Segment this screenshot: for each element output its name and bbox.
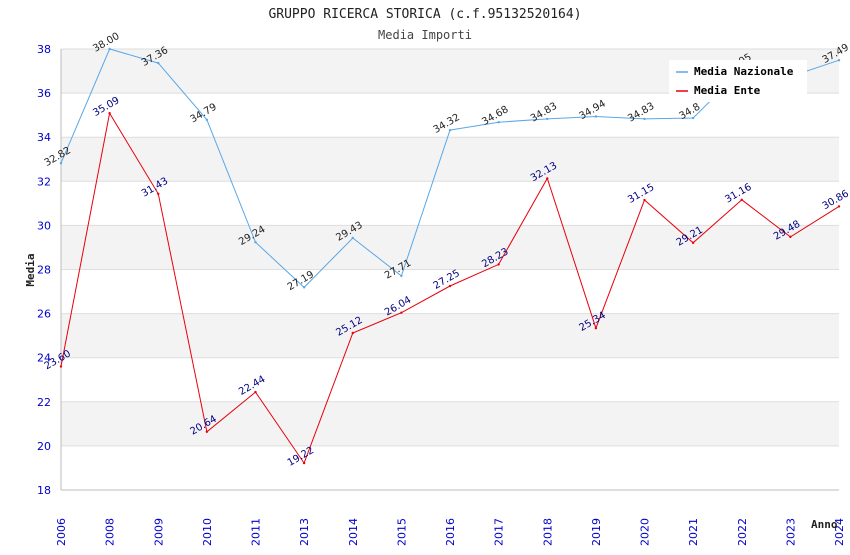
x-tick-label: 2010 bbox=[201, 518, 214, 546]
data-point-media-ente bbox=[643, 198, 646, 202]
legend-label-media-ente: Media Ente bbox=[694, 84, 761, 97]
grid-band bbox=[61, 137, 839, 182]
data-label-media-nazionale: 34.32 bbox=[432, 112, 462, 136]
data-point-media-nazionale bbox=[594, 115, 598, 118]
data-point-media-ente bbox=[254, 390, 257, 394]
data-label-media-ente: 31.15 bbox=[626, 182, 656, 206]
data-label-media-nazionale: 34.79 bbox=[188, 102, 218, 126]
data-point-media-nazionale bbox=[351, 236, 354, 240]
y-tick-label: 36 bbox=[37, 87, 51, 100]
grid-band bbox=[61, 225, 839, 270]
legend: Media Nazionale Media Ente bbox=[669, 60, 807, 102]
x-tick-label: 2020 bbox=[639, 518, 652, 546]
x-tick-label: 2014 bbox=[347, 518, 360, 546]
grid-band bbox=[61, 401, 839, 446]
data-point-media-ente bbox=[400, 311, 403, 314]
background-bands bbox=[61, 49, 839, 446]
data-label-media-nazionale: 34.94 bbox=[577, 98, 607, 122]
y-tick-label: 20 bbox=[37, 440, 51, 453]
data-point-media-ente bbox=[59, 365, 63, 368]
data-label-media-ente: 31.16 bbox=[723, 182, 753, 206]
x-tick-label: 2022 bbox=[736, 518, 749, 546]
axes bbox=[60, 49, 839, 491]
y-tick-label: 24 bbox=[37, 352, 51, 365]
grid-band bbox=[61, 313, 839, 358]
data-point-media-ente bbox=[837, 205, 841, 208]
y-tick-label: 26 bbox=[37, 308, 51, 321]
x-tick-label: 2009 bbox=[152, 518, 165, 546]
data-label-media-nazionale: 27.19 bbox=[286, 269, 316, 293]
x-tick-label: 2023 bbox=[784, 518, 797, 546]
x-tick-label: 2011 bbox=[250, 518, 263, 546]
data-point-media-ente bbox=[740, 198, 743, 202]
data-point-media-ente bbox=[157, 192, 160, 196]
chart-subtitle: Media Importi bbox=[378, 28, 472, 42]
y-tick-label: 18 bbox=[37, 484, 51, 497]
data-point-media-ente bbox=[546, 177, 549, 180]
data-point-media-nazionale bbox=[546, 117, 549, 121]
data-point-media-ente bbox=[351, 331, 354, 335]
data-point-media-ente bbox=[205, 430, 209, 433]
y-axis-label: Media bbox=[24, 253, 37, 286]
x-tick-label: 2017 bbox=[493, 518, 506, 546]
x-tick-label: 2013 bbox=[298, 518, 311, 546]
x-tick-label: 2015 bbox=[395, 518, 408, 546]
y-tick-labels: 18 20 22 24 26 28 30 32 34 36 38 bbox=[37, 43, 51, 497]
data-point-media-ente bbox=[691, 241, 695, 245]
legend-label-media-nazionale: Media Nazionale bbox=[694, 65, 794, 78]
data-label-media-ente: 35.09 bbox=[91, 95, 121, 119]
data-point-media-ente bbox=[448, 284, 452, 288]
data-point-media-ente bbox=[302, 461, 306, 465]
x-axis-label: Anno bbox=[811, 518, 838, 531]
data-point-media-nazionale bbox=[254, 240, 257, 244]
data-point-media-nazionale bbox=[205, 118, 209, 121]
data-point-media-ente bbox=[594, 326, 598, 330]
data-point-media-nazionale bbox=[837, 59, 841, 62]
data-point-media-nazionale bbox=[59, 162, 63, 165]
y-tick-label: 22 bbox=[37, 396, 51, 409]
data-label-media-nazionale: 34.83 bbox=[626, 101, 656, 125]
y-tick-label: 34 bbox=[37, 131, 51, 144]
data-point-media-nazionale bbox=[108, 47, 111, 51]
data-point-media-nazionale bbox=[448, 128, 452, 132]
data-point-media-nazionale bbox=[302, 286, 306, 289]
data-point-media-ente bbox=[789, 235, 792, 239]
data-point-media-ente bbox=[497, 263, 500, 266]
data-point-media-nazionale bbox=[691, 116, 695, 120]
data-point-media-nazionale bbox=[643, 117, 646, 121]
data-point-media-ente bbox=[108, 111, 111, 115]
x-tick-labels: 2006 2008 2009 2010 2011 2013 2014 2015 2016 2017… bbox=[55, 518, 846, 546]
x-tick-label: 2006 bbox=[55, 518, 68, 546]
data-label-media-nazionale: 34.8 bbox=[677, 102, 702, 123]
x-tick-label: 2016 bbox=[444, 518, 457, 546]
y-tick-label: 30 bbox=[37, 219, 51, 232]
data-label-media-nazionale: 34.68 bbox=[480, 104, 510, 128]
x-tick-label: 2024 bbox=[833, 518, 846, 546]
data-label-media-ente: 19.22 bbox=[286, 445, 316, 469]
data-point-media-nazionale bbox=[497, 121, 500, 124]
x-tick-label: 2018 bbox=[541, 518, 554, 546]
legend-box bbox=[669, 60, 807, 102]
y-tick-label: 38 bbox=[37, 43, 51, 56]
y-tick-label: 28 bbox=[37, 264, 51, 277]
x-tick-label: 2008 bbox=[104, 518, 117, 546]
data-point-media-nazionale bbox=[400, 274, 403, 278]
chart-title: GRUPPO RICERCA STORICA (c.f.95132520164) bbox=[268, 7, 581, 22]
y-tick-label: 32 bbox=[37, 175, 51, 188]
data-point-media-nazionale bbox=[157, 61, 160, 65]
x-tick-label: 2019 bbox=[590, 518, 603, 546]
data-label-media-nazionale: 34.83 bbox=[529, 101, 559, 125]
x-tick-label: 2021 bbox=[687, 518, 700, 546]
